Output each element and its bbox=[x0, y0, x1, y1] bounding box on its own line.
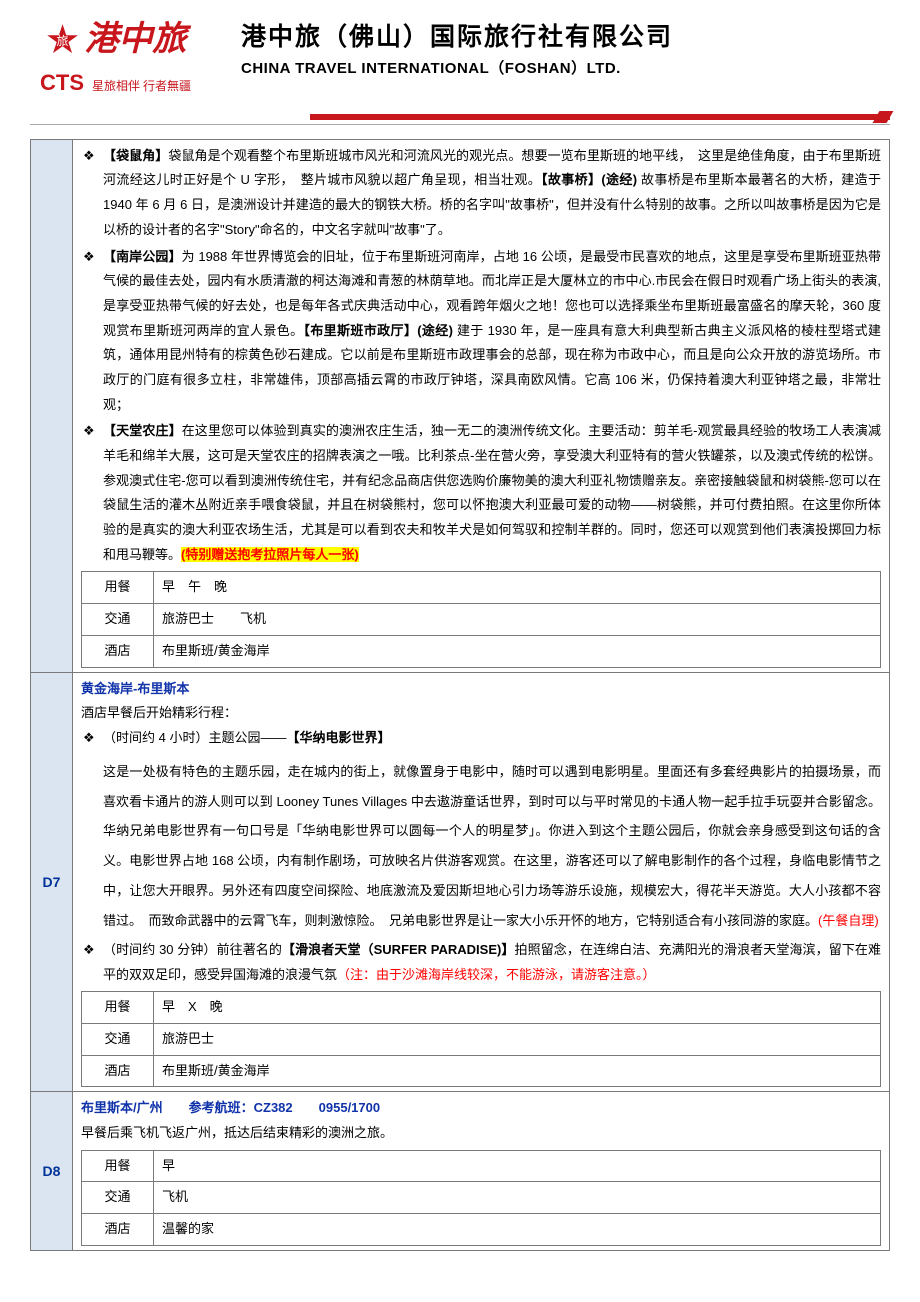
attraction-surfer-paradise: 【滑浪者天堂（SURFER PARADISE)】 bbox=[282, 942, 515, 957]
table-row: D7 黄金海岸-布里斯本 酒店早餐后开始精彩行程： （时间约 4 小时）主题公园… bbox=[31, 672, 890, 1092]
label-meal: 用餐 bbox=[82, 572, 154, 604]
header-divider bbox=[30, 114, 890, 125]
movie-world-desc: 这是一处极有特色的主题乐园，走在城内的街上，就像置身于电影中，随时可以遇到电影明… bbox=[103, 757, 881, 936]
list-item: 【南岸公园】为 1988 年世界博览会的旧址，位于布里斯班河南岸，占地 16 公… bbox=[103, 245, 881, 418]
label-hotel: 酒店 bbox=[82, 635, 154, 667]
attraction-paradise-farm: 【天堂农庄】 bbox=[103, 423, 182, 438]
company-cn-rest: （佛山）国际旅行社有限公司 bbox=[322, 23, 673, 51]
document-header: ★旅 港中旅 CTS 星旅相伴 行者無疆 港中旅（佛山）国际旅行社有限公司 CH… bbox=[30, 20, 890, 104]
list-item: （时间约 4 小时）主题公园——【华纳电影世界】 这是一处极有特色的主题乐园，走… bbox=[103, 726, 881, 936]
list-item: （时间约 30 分钟）前往著名的【滑浪者天堂（SURFER PARADISE)】… bbox=[103, 938, 881, 987]
logo-brand-cn: 港中旅 bbox=[84, 23, 186, 57]
label-meal: 用餐 bbox=[82, 992, 154, 1024]
day-cell-d8: D8 bbox=[31, 1092, 73, 1250]
value-meal-d7: 早 X 晚 bbox=[154, 992, 881, 1024]
day-cell-d6 bbox=[31, 139, 73, 672]
note-lunch: (午餐自理) bbox=[818, 913, 879, 928]
company-cn-brand: 港中旅 bbox=[241, 24, 322, 51]
label-transport: 交通 bbox=[82, 1024, 154, 1056]
star-icon: ★旅 bbox=[45, 20, 81, 60]
detail-table-d6: 用餐早 午 晚 交通旅游巴士 飞机 酒店布里斯班/黄金海岸 bbox=[81, 571, 881, 667]
detail-table-d8: 用餐早 交通飞机 酒店温馨的家 bbox=[81, 1150, 881, 1246]
value-meal-d6: 早 午 晚 bbox=[154, 572, 881, 604]
flight-ref: 参考航班：CZ382 0955/1700 bbox=[189, 1100, 380, 1115]
itinerary-table: 【袋鼠角】袋鼠角是个观看整个布里斯班城市风光和河流风光的观光点。想要一览布里斯班… bbox=[30, 139, 890, 1251]
value-hotel-d6: 布里斯班/黄金海岸 bbox=[154, 635, 881, 667]
highlight-koala-photo: (特别赠送抱考拉照片每人一张) bbox=[181, 547, 359, 562]
day-title-d7: 黄金海岸-布里斯本 bbox=[81, 677, 881, 702]
label-hotel: 酒店 bbox=[82, 1214, 154, 1246]
label-meal: 用餐 bbox=[82, 1150, 154, 1182]
detail-table-d7: 用餐早 X 晚 交通旅游巴士 酒店布里斯班/黄金海岸 bbox=[81, 991, 881, 1087]
logo-tagline: 星旅相伴 行者無疆 bbox=[92, 75, 191, 98]
table-row: 【袋鼠角】袋鼠角是个观看整个布里斯班城市风光和河流风光的观光点。想要一览布里斯班… bbox=[31, 139, 890, 672]
day-title-d8: 布里斯本/广州 参考航班：CZ382 0955/1700 bbox=[81, 1096, 881, 1121]
label-hotel: 酒店 bbox=[82, 1055, 154, 1087]
value-hotel-d7: 布里斯班/黄金海岸 bbox=[154, 1055, 881, 1087]
value-hotel-d8: 温馨的家 bbox=[154, 1214, 881, 1246]
label-transport: 交通 bbox=[82, 1182, 154, 1214]
value-transport-d8: 飞机 bbox=[154, 1182, 881, 1214]
value-transport-d6: 旅游巴士 飞机 bbox=[154, 604, 881, 636]
logo-cts: CTS bbox=[40, 62, 84, 104]
attraction-kangaroo-point: 【袋鼠角】 bbox=[103, 148, 168, 163]
intro-d8: 早餐后乘飞机飞返广州，抵达后结束精彩的澳洲之旅。 bbox=[81, 1121, 881, 1146]
attraction-movie-world: 【华纳电影世界】 bbox=[286, 730, 390, 745]
company-en: CHINA TRAVEL INTERNATIONAL（FOSHAN）LTD. bbox=[241, 55, 890, 84]
list-item: 【天堂农庄】在这里您可以体验到真实的澳洲农庄生活，独一无二的澳洲传统文化。主要活… bbox=[103, 419, 881, 567]
cts-logo: ★旅 港中旅 CTS 星旅相伴 行者無疆 bbox=[30, 20, 191, 104]
day-cell-d7: D7 bbox=[31, 672, 73, 1092]
list-item: 【袋鼠角】袋鼠角是个观看整个布里斯班城市风光和河流风光的观光点。想要一览布里斯班… bbox=[103, 144, 881, 243]
company-title: 港中旅（佛山）国际旅行社有限公司 CHINA TRAVEL INTERNATIO… bbox=[241, 20, 890, 84]
value-transport-d7: 旅游巴士 bbox=[154, 1024, 881, 1056]
intro-d7: 酒店早餐后开始精彩行程： bbox=[81, 701, 881, 726]
note-no-swim: （注：由于沙滩海岸线较深，不能游泳，请游客注意。） bbox=[337, 967, 656, 982]
attraction-story-bridge: 【故事桥】(途经) bbox=[541, 172, 637, 187]
label-transport: 交通 bbox=[82, 604, 154, 636]
table-row: D8 布里斯本/广州 参考航班：CZ382 0955/1700 早餐后乘飞机飞返… bbox=[31, 1092, 890, 1250]
attraction-south-bank: 【南岸公园】 bbox=[103, 249, 182, 264]
value-meal-d8: 早 bbox=[154, 1150, 881, 1182]
attraction-city-hall: 【布里斯班市政厅】(途经) bbox=[303, 323, 453, 338]
